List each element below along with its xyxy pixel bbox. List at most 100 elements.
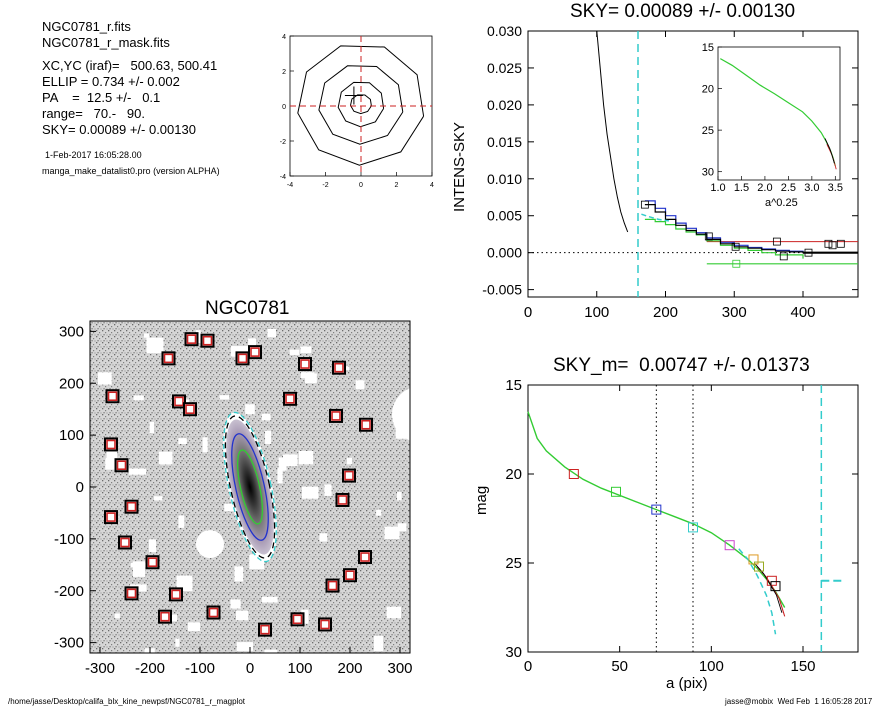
sky-marker [824,239,833,248]
mask-region [224,503,238,512]
mask-region [154,496,163,501]
mask-region [236,610,249,621]
contour-xtick-label: 2 [395,182,399,189]
sky-marker-green [732,259,741,268]
mask-region [158,451,173,465]
mag-xlabel: a (pix) [666,675,708,692]
inset-xtick-label: 3.5 [828,182,843,194]
inset-frame [717,46,841,181]
galaxy-isophote-3 [223,411,277,563]
contour-ytick-label: 4 [282,34,286,41]
mask-region [132,561,146,577]
mask-region [289,349,300,355]
mask-region [342,366,350,371]
mask-region [236,642,254,652]
sky-box-inner [147,557,158,568]
mask-region [202,437,208,453]
sky-box-inner [345,570,355,580]
sky-box-outer [358,550,372,565]
mag-xtick-label: 150 [790,658,815,675]
sky-box-inner [185,404,195,414]
galaxy-ytick-label: 0 [76,479,84,496]
sky-box-inner [260,624,270,635]
mask-region [319,533,328,542]
sky-box-inner [360,552,370,562]
mask-region [219,395,230,400]
mask-region [301,486,319,499]
sky-frame [527,30,859,298]
sky-box-inner [334,362,344,373]
mask-region [178,438,187,444]
inset-ytick-label: 25 [702,125,714,137]
mask-region [324,484,332,496]
sky-box-inner [250,347,260,357]
mask-region [261,413,271,421]
sky-box-inner [300,359,310,369]
inset-xtick-label: 3.0 [804,182,819,194]
sky-box-inner [292,614,303,625]
sky-box-inner [160,611,170,622]
sky-box-outer [104,437,118,452]
sky-box-inner [327,580,338,591]
galaxy-ytick-label: -300 [54,635,84,652]
contour-xtick-label: -4 [287,182,293,189]
mask-region [265,430,272,444]
inset-xtick-label: 2.0 [757,182,772,194]
sky-box-inner [337,495,348,505]
sky-ytick-label: 0.025 [487,60,522,76]
mag-ytick-label: 15 [505,377,522,394]
mag-marker [770,581,781,592]
sky-box-outer [325,578,340,593]
mask-region [300,346,312,354]
sky-ytick-label: -0.005 [482,282,522,298]
galaxy-ytick-label: 200 [59,375,84,392]
inset-ytick-label: 30 [702,167,714,179]
mag-marker [748,554,759,565]
galaxy-xtick-label: -300 [85,660,115,677]
galaxy-isophote-1 [231,433,269,541]
galaxy-isophote-2 [236,449,264,525]
mag-curve-black [754,562,783,613]
sky-box-inner [174,396,184,407]
sky-box-inner [320,619,330,630]
sky-title: SKY= 0.00089 +/- 0.00130 [570,1,796,22]
sky-marker [704,232,713,241]
info-line-4: PA = 12.5 +/- 0.1 [42,90,161,105]
mag-marker [611,486,621,497]
sky-ytick-label: 0.010 [487,171,522,187]
sky-marker [828,241,837,250]
mask-region [105,457,119,470]
mask-region [97,372,112,385]
mask-region [187,622,201,632]
contour-level-2 [337,81,385,128]
sky-box-outer [104,510,118,525]
sky-box-inner [120,537,130,548]
info-program: manga_make_datalist0.pro (version ALPHA) [42,166,220,176]
sky-box-outer [161,351,176,366]
contour-ytick-label: -4 [280,174,286,181]
info-line-6: SKY= 0.00089 +/- 0.00130 [42,122,196,137]
sky-marker [772,237,781,246]
mask-region [264,649,278,653]
sky-box-outer [332,360,346,375]
mag-marker [754,561,764,572]
sky-box-outer [114,458,129,473]
mask-region [128,468,147,475]
sky-ytick-label: 0.005 [487,208,522,224]
sky-box-inner [237,353,248,364]
sky-box-outer [248,345,262,360]
galaxy-image-group [90,321,410,653]
info-date: 1-Feb-2017 16:05:28.00 [45,150,142,160]
mask-region [282,454,298,467]
contour-ytick-label: -2 [280,139,286,146]
mag-marker [724,540,735,551]
info-line-0: NGC0781_r.fits [42,19,131,34]
galaxy-xtick-label: 100 [287,660,312,677]
sky-step-black [644,204,858,254]
sky-box-outer [206,605,221,620]
footer-path: /home/jasse/Desktop/califa_blx_kine_newp… [8,697,246,706]
mask-region [301,609,309,624]
sky-ytick-label: 0.000 [487,245,522,261]
